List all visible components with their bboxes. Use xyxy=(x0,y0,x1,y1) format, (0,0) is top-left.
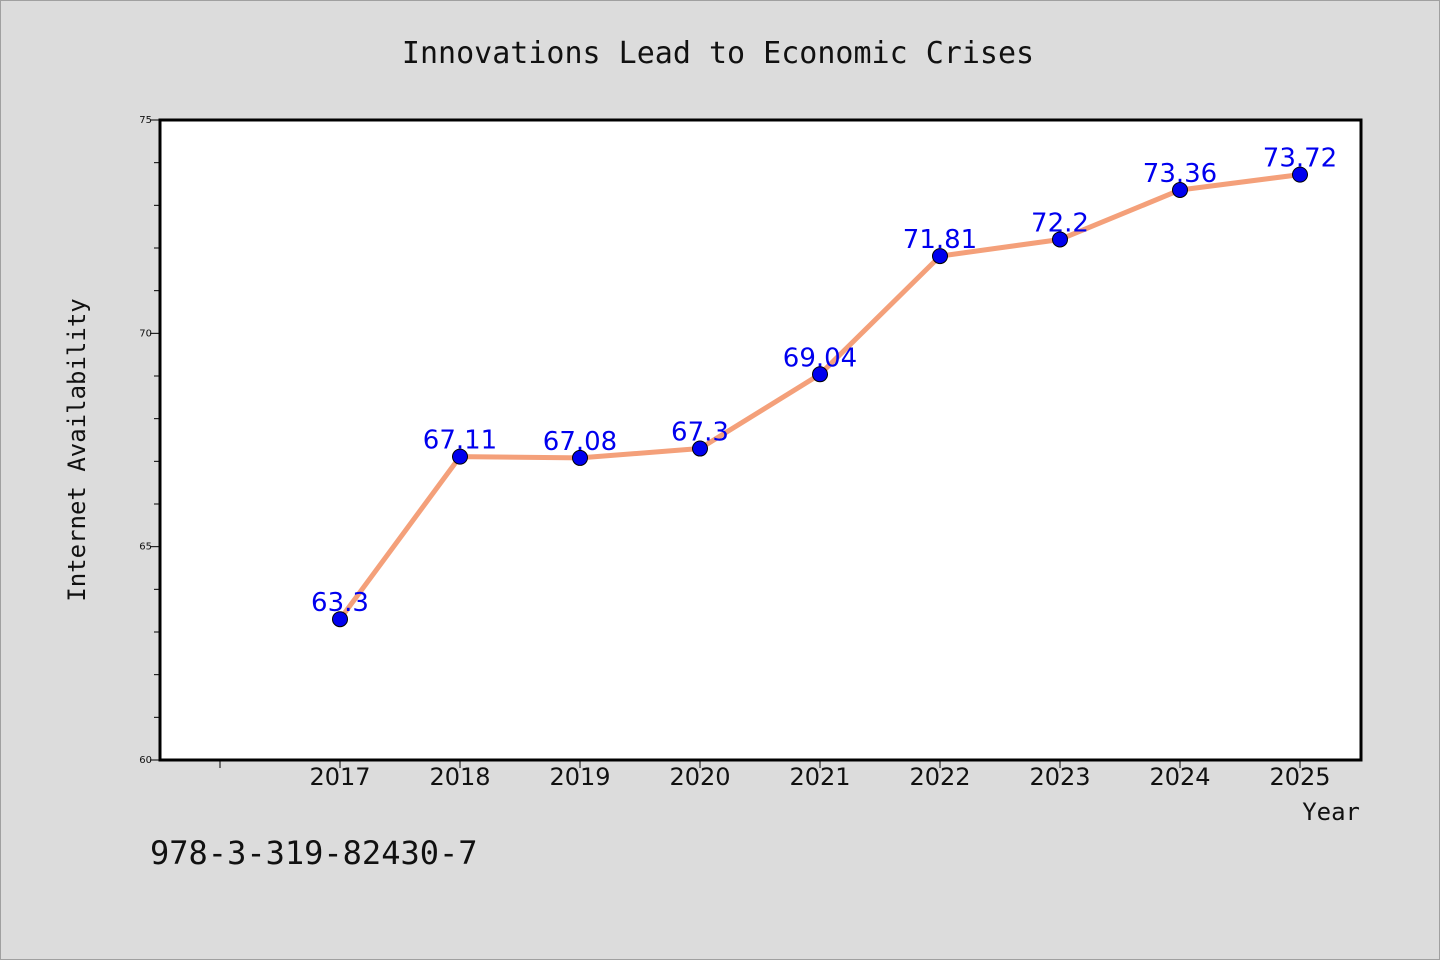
x-tick-label: 2018 xyxy=(429,763,490,791)
data-label: 67.11 xyxy=(423,426,497,456)
data-label: 73.36 xyxy=(1143,159,1217,189)
data-point xyxy=(812,366,828,383)
plot-border xyxy=(158,118,1363,762)
x-axis-title: Year xyxy=(1302,798,1360,826)
data-label: 63.3 xyxy=(311,588,369,618)
data-point xyxy=(332,611,348,628)
x-tick-label: 2023 xyxy=(1029,763,1090,791)
data-label: 73.72 xyxy=(1263,144,1337,174)
isbn-text: 978-3-319-82430-7 xyxy=(150,834,478,872)
series xyxy=(332,166,1308,628)
y-axis: 60 65 70 75 xyxy=(139,115,160,766)
chart-title: Innovations Lead to Economic Crises xyxy=(402,36,1034,71)
data-point xyxy=(452,448,468,465)
data-point xyxy=(1052,231,1068,248)
plot-area xyxy=(160,120,1361,760)
data-point xyxy=(1172,181,1188,198)
data-labels: 63.3 67.11 67.08 67.3 69.04 71.81 72.2 73.36 73.… xyxy=(311,144,1337,619)
x-tick-label: 2025 xyxy=(1269,763,1330,791)
data-point xyxy=(572,449,588,466)
x-tick-label: 2017 xyxy=(309,763,370,791)
y-tick-label: 75 xyxy=(139,115,152,126)
x-tick-label: 2020 xyxy=(669,763,730,791)
data-label: 72.2 xyxy=(1031,208,1089,238)
y-tick-label: 60 xyxy=(139,755,152,766)
x-tick-label: 2022 xyxy=(909,763,970,791)
data-label: 71.81 xyxy=(903,225,977,255)
y-tick-label: 65 xyxy=(139,542,152,553)
x-tick-label: 2019 xyxy=(549,763,610,791)
y-tick-label: 70 xyxy=(139,328,152,339)
y-axis-title: Internet Availability xyxy=(63,298,91,601)
x-tick-label: 2021 xyxy=(789,763,850,791)
data-label: 67.08 xyxy=(543,427,617,457)
data-label: 67.3 xyxy=(671,418,729,448)
x-axis: 2017 2018 2019 2020 2021 2022 2023 2024 2025 xyxy=(219,760,1331,791)
x-tick-label: 2024 xyxy=(1149,763,1210,791)
data-point xyxy=(1292,166,1308,183)
data-point xyxy=(692,440,708,457)
data-label: 69.04 xyxy=(783,343,857,373)
data-point xyxy=(932,248,948,265)
